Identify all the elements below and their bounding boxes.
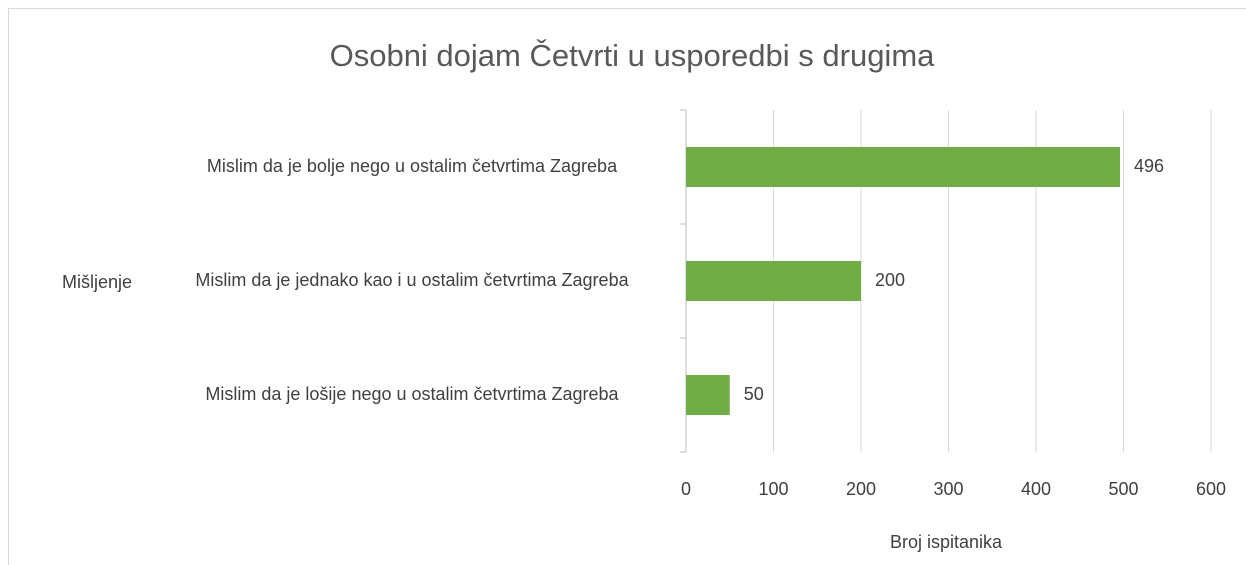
x-tick-label: 600 [1196, 479, 1226, 499]
y-tick-label: Mislim da je lošije nego u ostalim četvr… [205, 384, 619, 404]
y-tick-label: Mislim da je jednako kao i u ostalim čet… [195, 270, 629, 290]
x-axis-title: Broj ispitanika [890, 532, 1003, 552]
data-label: 496 [1134, 156, 1164, 176]
bar [686, 147, 1120, 187]
y-tick-label: Mislim da je bolje nego u ostalim četvrt… [207, 156, 618, 176]
bar [686, 261, 861, 301]
data-label: 200 [875, 270, 905, 290]
x-tick-label: 200 [846, 479, 876, 499]
x-tick-label: 300 [933, 479, 963, 499]
x-tick-label: 400 [1021, 479, 1051, 499]
chart-frame [8, 8, 1246, 565]
bar [686, 375, 730, 415]
data-label: 50 [744, 384, 764, 404]
chart-title: Osobni dojam Četvrti u usporedbi s drugi… [330, 38, 936, 73]
y-axis-title: Mišljenje [62, 272, 132, 292]
x-tick-label: 100 [758, 479, 788, 499]
x-tick-label: 500 [1108, 479, 1138, 499]
x-tick-label: 0 [681, 479, 691, 499]
